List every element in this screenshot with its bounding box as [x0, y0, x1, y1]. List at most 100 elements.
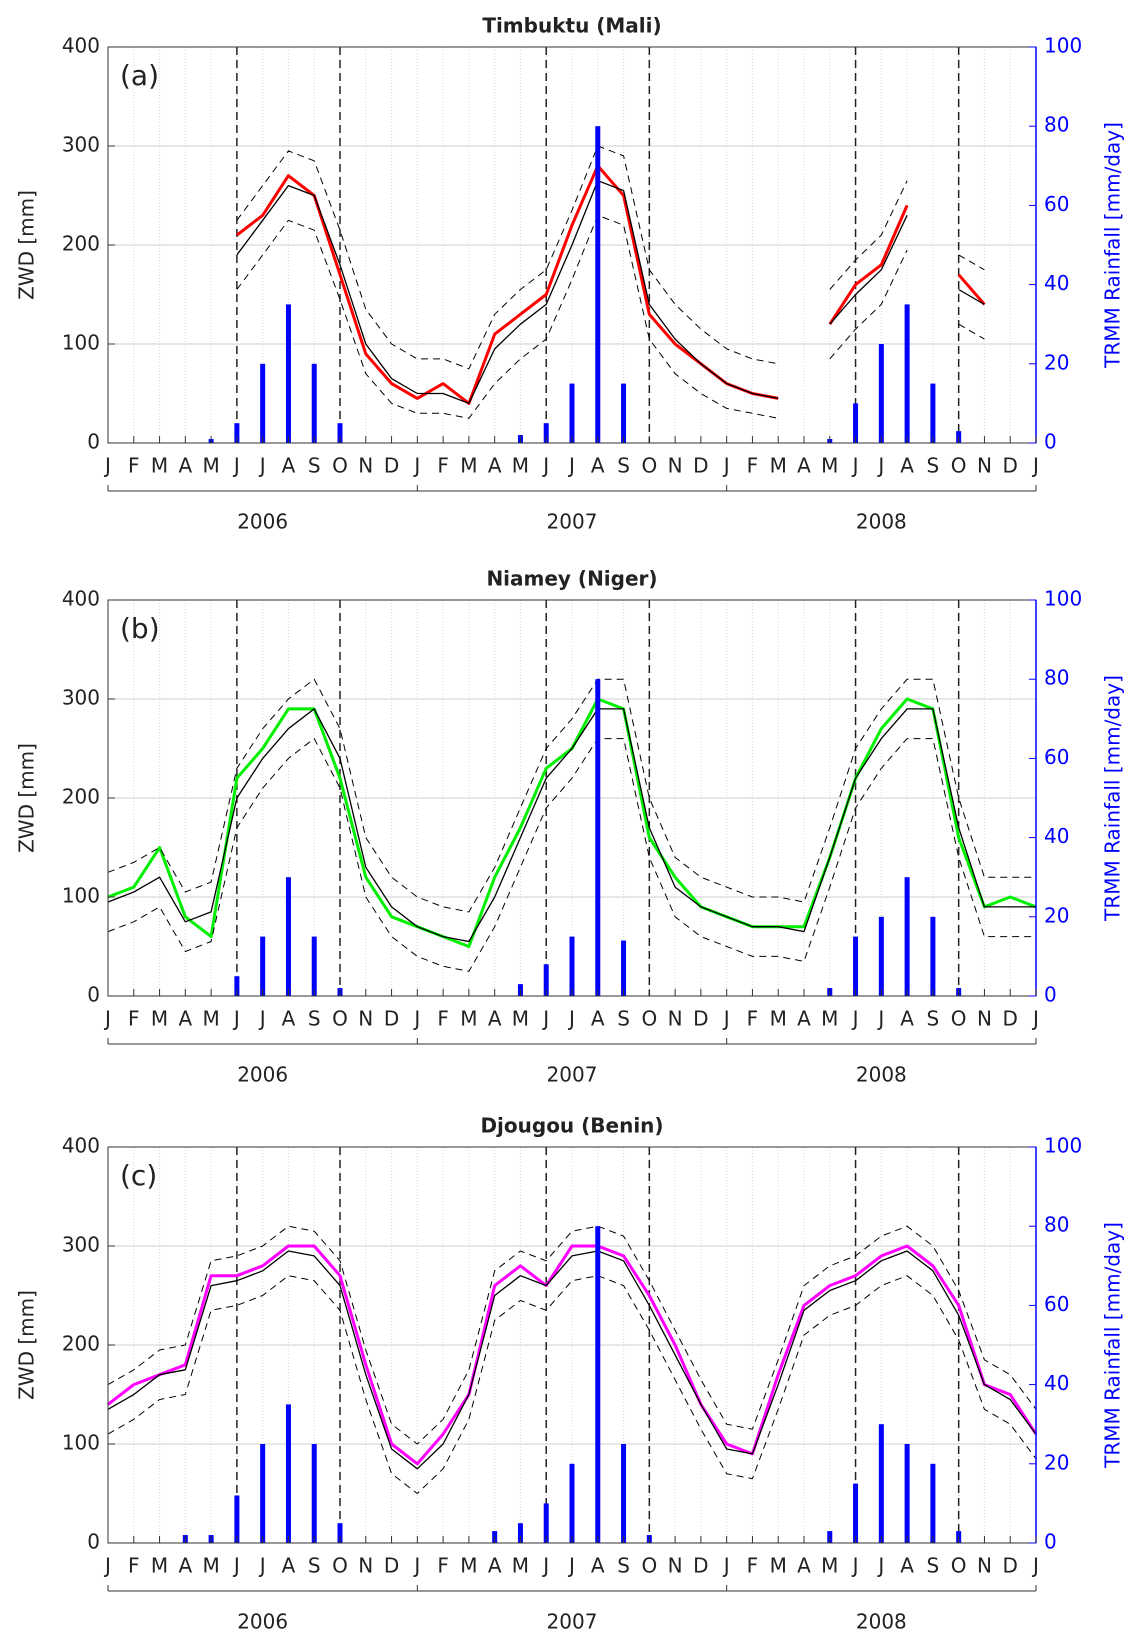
y-tick-label: 0	[87, 430, 100, 454]
x-tick-label: M	[460, 1007, 477, 1031]
x-tick-label: A	[900, 454, 914, 478]
x-tick-label: F	[747, 454, 759, 478]
x-tick-label: J	[541, 1007, 549, 1031]
year-label: 2007	[547, 1610, 598, 1634]
rain-bar	[260, 1444, 266, 1543]
rain-bar	[569, 1463, 575, 1543]
y2-axis-label: TRMM Rainfall [mm/day]	[1101, 675, 1125, 922]
y2-axis-label: TRMM Rainfall [mm/day]	[1101, 1222, 1125, 1469]
x-tick-label: D	[1003, 1554, 1018, 1578]
y-tick-label: 300	[62, 133, 100, 157]
year-label: 2007	[547, 510, 598, 534]
year-label: 2006	[237, 1063, 288, 1087]
spread-line	[236, 214, 985, 419]
year-label: 2007	[547, 1063, 598, 1087]
y2-tick-label: 60	[1044, 745, 1069, 769]
x-tick-label: A	[900, 1554, 914, 1578]
y-tick-label: 300	[62, 1233, 100, 1257]
y2-tick-label: 0	[1044, 1530, 1057, 1554]
x-tick-label: N	[977, 1007, 992, 1031]
x-tick-label: A	[488, 1554, 502, 1578]
x-tick-label: J	[232, 1007, 240, 1031]
x-tick-label: J	[1031, 1007, 1039, 1031]
x-tick-label: M	[202, 1554, 219, 1578]
x-tick-label: A	[797, 1554, 811, 1578]
x-tick-label: J	[851, 1554, 859, 1578]
x-tick-label: F	[747, 1554, 759, 1578]
zwd-line	[107, 1244, 1038, 1466]
y-tick-label: 0	[87, 1530, 100, 1554]
x-tick-label: D	[693, 454, 708, 478]
x-tick-label: A	[282, 1554, 296, 1578]
x-tick-label: M	[512, 1007, 529, 1031]
x-tick-label: M	[151, 1007, 168, 1031]
rain-bar	[853, 936, 859, 996]
rain-bar	[311, 936, 317, 996]
y-tick-label: 0	[87, 983, 100, 1007]
year-label: 2006	[237, 510, 288, 534]
x-tick-label: N	[358, 1554, 373, 1578]
x-tick-label: M	[821, 1007, 838, 1031]
rain-bar	[311, 1444, 317, 1543]
x-tick-label: D	[1003, 1007, 1018, 1031]
zwd-line	[235, 164, 986, 405]
rain-bar	[543, 423, 549, 443]
x-tick-label: F	[747, 1007, 759, 1031]
rain-bar	[569, 936, 575, 996]
y2-tick-label: 80	[1044, 666, 1069, 690]
rain-bar	[543, 1503, 549, 1543]
rain-bar	[595, 1226, 601, 1543]
x-tick-label: O	[332, 1554, 348, 1578]
x-tick-label: M	[770, 1007, 787, 1031]
spread-line	[236, 145, 985, 370]
y-tick-label: 300	[62, 686, 100, 710]
x-tick-label: J	[103, 1007, 111, 1031]
x-tick-label: J	[722, 1007, 730, 1031]
x-tick-label: M	[770, 1554, 787, 1578]
x-tick-label: J	[103, 1554, 111, 1578]
x-tick-label: J	[541, 454, 549, 478]
y2-tick-label: 40	[1044, 824, 1069, 848]
x-tick-label: M	[202, 454, 219, 478]
x-tick-label: J	[851, 454, 859, 478]
rain-bar	[543, 964, 549, 996]
rain-bar	[569, 383, 575, 443]
x-tick-label: O	[332, 1007, 348, 1031]
x-tick-label: J	[722, 454, 730, 478]
y2-tick-label: 20	[1044, 1450, 1069, 1474]
x-tick-label: A	[178, 1554, 192, 1578]
y2-tick-label: 60	[1044, 192, 1069, 216]
x-tick-label: F	[128, 1554, 140, 1578]
rain-bar	[930, 383, 936, 443]
x-tick-label: S	[927, 1554, 940, 1578]
y-axis-label: ZWD [mm]	[15, 1290, 39, 1400]
x-tick-label: S	[927, 1007, 940, 1031]
rain-bar	[517, 1523, 523, 1543]
x-tick-label: D	[693, 1554, 708, 1578]
x-tick-label: F	[128, 1007, 140, 1031]
rain-bar	[853, 403, 859, 443]
x-tick-label: S	[308, 1554, 321, 1578]
x-tick-label: J	[567, 1554, 575, 1578]
x-tick-label: J	[412, 1554, 420, 1578]
x-tick-label: S	[617, 1554, 630, 1578]
x-tick-label: M	[821, 1554, 838, 1578]
rain-bar	[260, 936, 266, 996]
y-tick-label: 200	[62, 232, 100, 256]
rain-bar	[337, 423, 343, 443]
rain-bar	[234, 1495, 240, 1543]
rain-bar	[878, 344, 884, 443]
x-tick-label: N	[668, 1554, 683, 1578]
x-tick-label: D	[1003, 454, 1018, 478]
x-tick-label: O	[641, 454, 657, 478]
x-tick-label: J	[876, 454, 884, 478]
y2-tick-label: 80	[1044, 1213, 1069, 1237]
x-tick-label: O	[951, 1554, 967, 1578]
chart-title: Djougou (Benin)	[480, 1114, 663, 1138]
rain-bar	[337, 1523, 343, 1543]
x-tick-label: D	[384, 454, 399, 478]
x-tick-label: A	[282, 1007, 296, 1031]
x-tick-label: A	[488, 454, 502, 478]
y-tick-label: 100	[62, 1431, 100, 1455]
